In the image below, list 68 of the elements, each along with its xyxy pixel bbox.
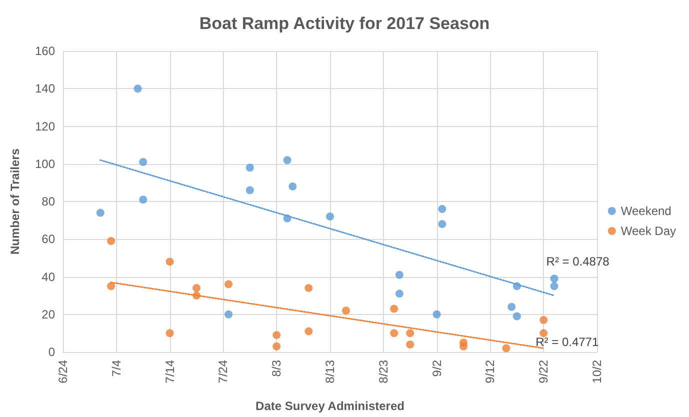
point [246, 186, 254, 194]
x-tick-label: 7/14 [162, 360, 177, 384]
point [395, 270, 404, 279]
point [166, 329, 174, 338]
point [406, 340, 414, 348]
point [304, 284, 313, 292]
point [432, 310, 441, 318]
point [512, 282, 521, 290]
annotation: R² = 0.4878 [546, 254, 610, 269]
y-tick-label: 20 [42, 307, 56, 322]
legend-label: Weekend [620, 204, 672, 218]
y-axis-title: Number of Trailers [8, 148, 22, 255]
point [246, 164, 254, 172]
point [502, 344, 510, 352]
point [304, 327, 313, 336]
x-axis-title: Date Survey Administered [256, 399, 404, 413]
annotation: R² = 0.4771 [536, 335, 599, 350]
point [107, 282, 116, 290]
point [283, 214, 292, 222]
x-tick-label: 8/3 [270, 360, 284, 377]
y-tick-label: 0 [48, 345, 56, 359]
x-tick-label: 9/22 [536, 360, 551, 384]
point [390, 329, 398, 338]
point [139, 196, 148, 204]
point [406, 329, 414, 338]
point [438, 220, 446, 228]
point [96, 208, 104, 217]
point [224, 310, 233, 318]
x-tick-label: 8/23 [376, 360, 390, 384]
point [139, 158, 148, 166]
legend-label: Week Day [620, 224, 676, 238]
point [540, 316, 548, 324]
x-tick-label: 8/13 [323, 360, 337, 384]
point [283, 156, 292, 164]
point [272, 342, 281, 350]
point [288, 182, 297, 190]
point [166, 258, 174, 266]
y-tick-label: 160 [34, 44, 56, 58]
y-tick-label: 80 [42, 194, 56, 208]
x-tick-label: 7/24 [216, 360, 230, 384]
point [508, 302, 516, 311]
point [342, 306, 350, 315]
x-tick-label: 6/24 [56, 360, 70, 384]
y-tick-label: 140 [34, 82, 56, 96]
point [272, 331, 281, 340]
x-tick-label: 9/12 [483, 360, 498, 384]
point [550, 274, 558, 283]
x-tick-label: 9/2 [430, 360, 444, 377]
x-tick-label: 7/4 [109, 360, 124, 377]
point [134, 84, 142, 93]
point [438, 205, 446, 214]
point [512, 312, 521, 320]
point [224, 280, 233, 288]
point [192, 284, 200, 292]
point [390, 304, 398, 313]
point [395, 290, 404, 298]
point [460, 342, 468, 350]
chart-title: Boat Ramp Activity for 2017 Season [199, 14, 490, 33]
y-tick-label: 100 [34, 156, 56, 171]
y-tick-label: 60 [42, 232, 56, 246]
point [107, 237, 116, 246]
y-tick-label: 40 [42, 270, 56, 284]
point [192, 292, 200, 300]
point [550, 282, 558, 290]
x-tick-label: 10/2 [590, 360, 604, 384]
point [326, 212, 334, 221]
point [540, 329, 548, 338]
y-tick-label: 120 [34, 119, 56, 134]
